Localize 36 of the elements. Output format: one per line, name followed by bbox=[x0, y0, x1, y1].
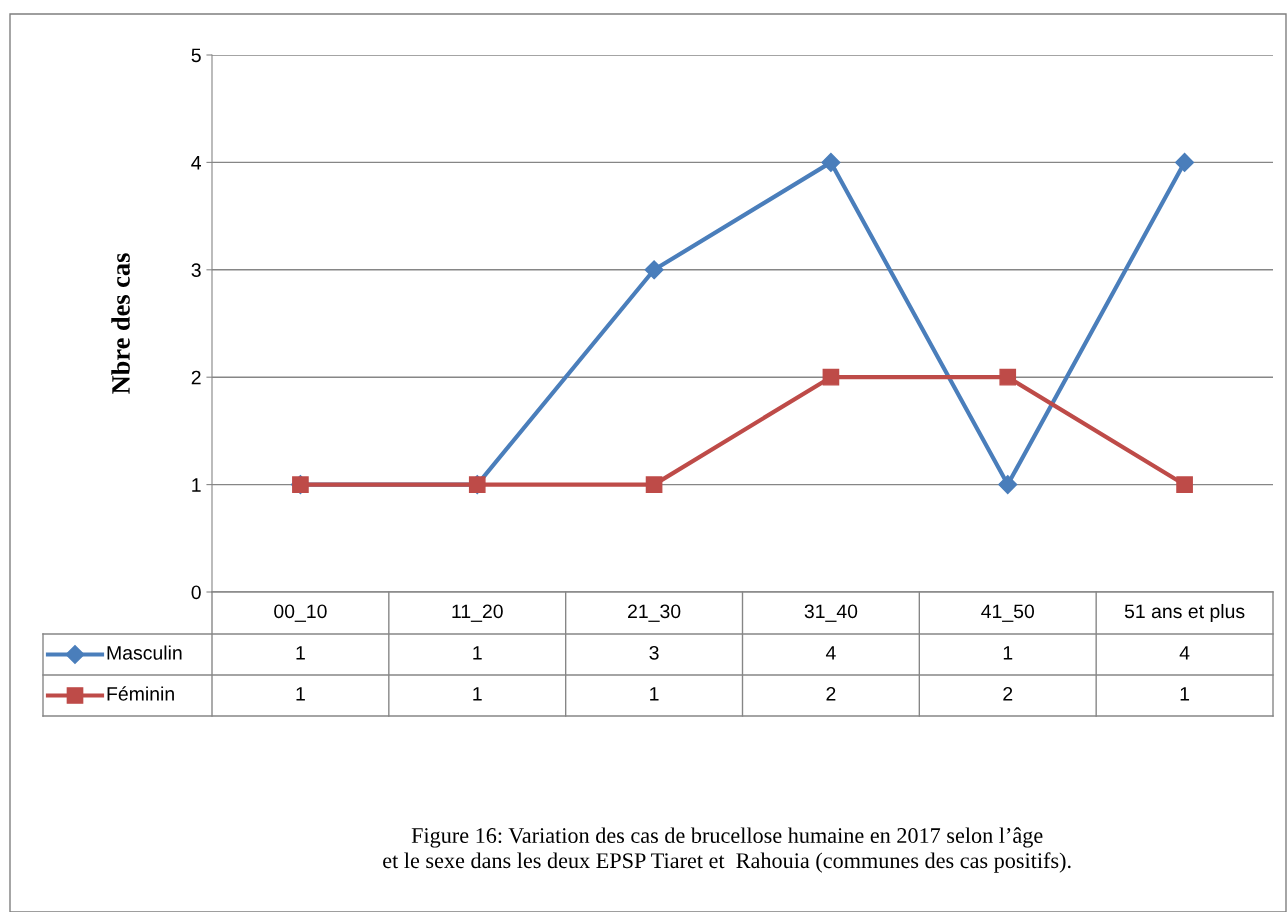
y-tick-label: 5 bbox=[191, 48, 201, 63]
data-label: 3 bbox=[649, 645, 659, 660]
data-label: 4 bbox=[1179, 646, 1190, 660]
x-tick-label: 51 ans et plus bbox=[1124, 603, 1245, 623]
y-axis-title: Nbre des cas bbox=[111, 253, 130, 394]
x-tick-label: 00_10 bbox=[274, 604, 327, 622]
data-label: 1 bbox=[296, 687, 305, 701]
point bbox=[998, 475, 1018, 495]
point bbox=[1176, 476, 1193, 493]
y-tick-label: 3 bbox=[191, 263, 201, 278]
legend-label: Masculin bbox=[107, 645, 182, 660]
data-label: 1 bbox=[650, 687, 659, 701]
point bbox=[822, 368, 840, 386]
y-tick-label: 2 bbox=[191, 370, 201, 385]
x-tick-label: 41_50 bbox=[981, 604, 1035, 622]
x-tick-label: 31_40 bbox=[804, 604, 858, 622]
data-label: 1 bbox=[473, 646, 482, 660]
data-label: 4 bbox=[825, 646, 836, 660]
data-label: 1 bbox=[1003, 646, 1013, 660]
y-tick-label: 0 bbox=[191, 585, 201, 600]
data-label: 1 bbox=[473, 687, 482, 701]
point bbox=[1175, 152, 1195, 172]
data-label: 1 bbox=[1180, 687, 1190, 701]
point bbox=[821, 152, 841, 172]
point bbox=[999, 368, 1017, 386]
legend-label: Féminin bbox=[107, 686, 174, 701]
point bbox=[645, 476, 663, 493]
data-label: 1 bbox=[296, 646, 305, 660]
caption: Figure 16: Variation des cas de brucellose humaine en 2017 selon l’âge et le sexe dans les deux EPSP Tiaret et Rahouia (communes des cas positifs). bbox=[383, 827, 1071, 873]
data-label: 2 bbox=[826, 686, 836, 701]
y-tick-label: 4 bbox=[191, 156, 202, 170]
x-tick-label: 21_30 bbox=[628, 604, 681, 622]
y-tick-label: 1 bbox=[192, 478, 201, 492]
data-label: 2 bbox=[1003, 686, 1013, 701]
point bbox=[644, 260, 664, 280]
x-tick-label: 11_20 bbox=[452, 604, 503, 622]
